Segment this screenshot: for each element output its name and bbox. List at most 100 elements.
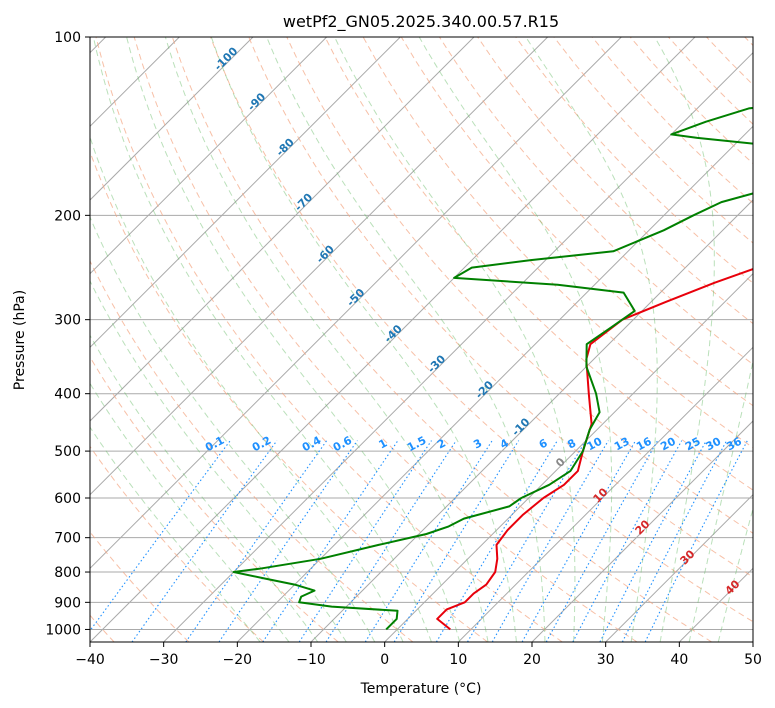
dry-adiabat-label: -80 bbox=[274, 135, 297, 158]
sounding-series-line bbox=[436, 267, 753, 631]
plot-frame bbox=[89, 36, 754, 643]
sounding-series-line bbox=[232, 106, 753, 631]
dry-adiabat-label: -20 bbox=[473, 378, 496, 401]
y-tick-label: 500 bbox=[54, 444, 81, 460]
dry-adiabat-line bbox=[95, 37, 563, 642]
axis-ticks: −40 −30 −20 −10 0 10 20 30 40 50 1000 900 800 700 600 5… bbox=[45, 30, 762, 668]
dry-adiabat-line bbox=[90, 259, 414, 642]
isotherm-line bbox=[163, 51, 753, 642]
mixing-ratio-line bbox=[572, 440, 683, 642]
x-tick-label: −30 bbox=[149, 652, 179, 668]
mixing-ratio-label: 30 bbox=[704, 435, 724, 454]
dry-adiabat-line bbox=[90, 150, 488, 642]
chart-title: wetPf2_GN05.2025.340.00.57.R15 bbox=[283, 12, 559, 32]
isotherm-line bbox=[90, 37, 696, 642]
dry-adiabat-label: -50 bbox=[344, 286, 367, 309]
moist-adiabat-line bbox=[90, 135, 404, 642]
moist-adiabat-line bbox=[654, 37, 715, 642]
dry-adiabat-line bbox=[90, 445, 264, 642]
dry-adiabat-label: -40 bbox=[382, 322, 405, 345]
y-tick-label: 200 bbox=[54, 208, 81, 224]
isotherm-line bbox=[457, 346, 753, 642]
x-tick-label: −40 bbox=[75, 652, 105, 668]
moist-adiabat-line bbox=[90, 334, 319, 642]
dry-adiabat-line bbox=[90, 531, 190, 642]
x-tick-label: 0 bbox=[380, 652, 389, 668]
moist-adiabat-line bbox=[525, 37, 658, 642]
isotherm-line bbox=[90, 37, 401, 349]
x-tick-label: 30 bbox=[597, 652, 615, 668]
dry-adiabat-line bbox=[248, 37, 753, 578]
moist-adiabat-line bbox=[688, 358, 753, 642]
mixing-ratio-label: 13 bbox=[612, 435, 632, 454]
mixing-ratio-label: 20 bbox=[658, 435, 678, 454]
y-axis-label: Pressure (hPa) bbox=[12, 290, 28, 390]
moist-adiabat-line bbox=[126, 37, 461, 642]
x-tick-label: 20 bbox=[523, 652, 541, 668]
moist-adiabat-line bbox=[92, 37, 432, 642]
mixing-ratio-line bbox=[545, 440, 659, 642]
mixing-ratio-line bbox=[218, 440, 358, 642]
mixing-ratio-line bbox=[131, 440, 278, 642]
sounding-profiles bbox=[232, 106, 753, 631]
moist-adiabat-line bbox=[90, 215, 376, 642]
dry-adiabat-line bbox=[515, 37, 753, 284]
mixing-ratio-line bbox=[393, 440, 520, 642]
dry-adiabat-line bbox=[477, 37, 753, 325]
dry-adiabat-line bbox=[744, 37, 753, 47]
mixing-ratio-line bbox=[185, 440, 328, 642]
mixing-ratio-line bbox=[325, 440, 457, 642]
isotherm-line bbox=[752, 641, 753, 642]
dry-adiabat-label: -10 bbox=[509, 415, 532, 438]
dry-adiabat-line bbox=[171, 37, 712, 642]
mixing-ratio-label: 2 bbox=[435, 436, 448, 451]
x-tick-label: −20 bbox=[223, 652, 253, 668]
mixing-ratio-line bbox=[621, 440, 728, 642]
isotherm-line bbox=[310, 199, 753, 642]
moist-adiabat-line bbox=[266, 37, 546, 642]
mixing-ratio-line bbox=[364, 440, 493, 642]
moist-adiabat-line bbox=[210, 37, 517, 642]
x-axis-label: Temperature (°C) bbox=[360, 681, 482, 697]
moist-adiabat-line bbox=[90, 426, 261, 642]
moist-adiabat-label: 40 bbox=[723, 577, 743, 597]
x-tick-label: 40 bbox=[670, 652, 688, 668]
isotherm-line bbox=[90, 37, 549, 496]
dry-adiabat-line bbox=[286, 37, 753, 534]
dry-adiabat-line bbox=[706, 37, 753, 86]
y-tick-label: 600 bbox=[54, 491, 81, 507]
isotherm-line bbox=[90, 37, 328, 275]
mixing-ratio-label: 25 bbox=[683, 435, 703, 454]
mixing-ratio-line bbox=[90, 440, 231, 632]
y-tick-label: 300 bbox=[54, 313, 81, 329]
y-tick-label: 700 bbox=[54, 531, 81, 547]
moist-adiabat-line bbox=[164, 37, 489, 642]
mixing-ratio-label: 16 bbox=[634, 435, 654, 454]
y-tick-label: 100 bbox=[54, 30, 81, 46]
isotherm-line bbox=[605, 493, 753, 642]
dry-adiabat-label: -60 bbox=[314, 242, 337, 265]
dry-adiabat-label: -90 bbox=[245, 90, 268, 113]
mixing-ratio-line bbox=[435, 440, 558, 642]
isotherm-line bbox=[236, 125, 753, 642]
mixing-ratio-label: 1 bbox=[377, 436, 390, 451]
mixing-ratio-line bbox=[262, 440, 399, 642]
dry-adiabat-label: -30 bbox=[425, 352, 448, 375]
isotherm-line bbox=[90, 37, 475, 422]
reference-line-labels: 0.1 0.2 0.4 0.6 1 1.5 2 3 4 6 8 10 13 16 20 25 30 36-100-… bbox=[203, 44, 744, 597]
mixing-ratio-line bbox=[491, 440, 609, 642]
mixing-ratio-label: 10 bbox=[585, 435, 605, 454]
mixing-ratio-label: 3 bbox=[471, 436, 484, 451]
mixing-ratio-line bbox=[298, 440, 432, 642]
dry-adiabat-line bbox=[324, 37, 753, 491]
mixing-ratio-label: 36 bbox=[724, 435, 744, 454]
moist-adiabat-label: 30 bbox=[678, 547, 698, 567]
y-tick-label: 1000 bbox=[45, 622, 81, 638]
mixing-ratio-line bbox=[521, 440, 637, 642]
x-tick-label: −10 bbox=[296, 652, 326, 668]
dry-adiabat-line bbox=[90, 356, 339, 642]
mixing-ratio-label: 6 bbox=[537, 436, 550, 451]
y-tick-label: 400 bbox=[54, 387, 81, 403]
